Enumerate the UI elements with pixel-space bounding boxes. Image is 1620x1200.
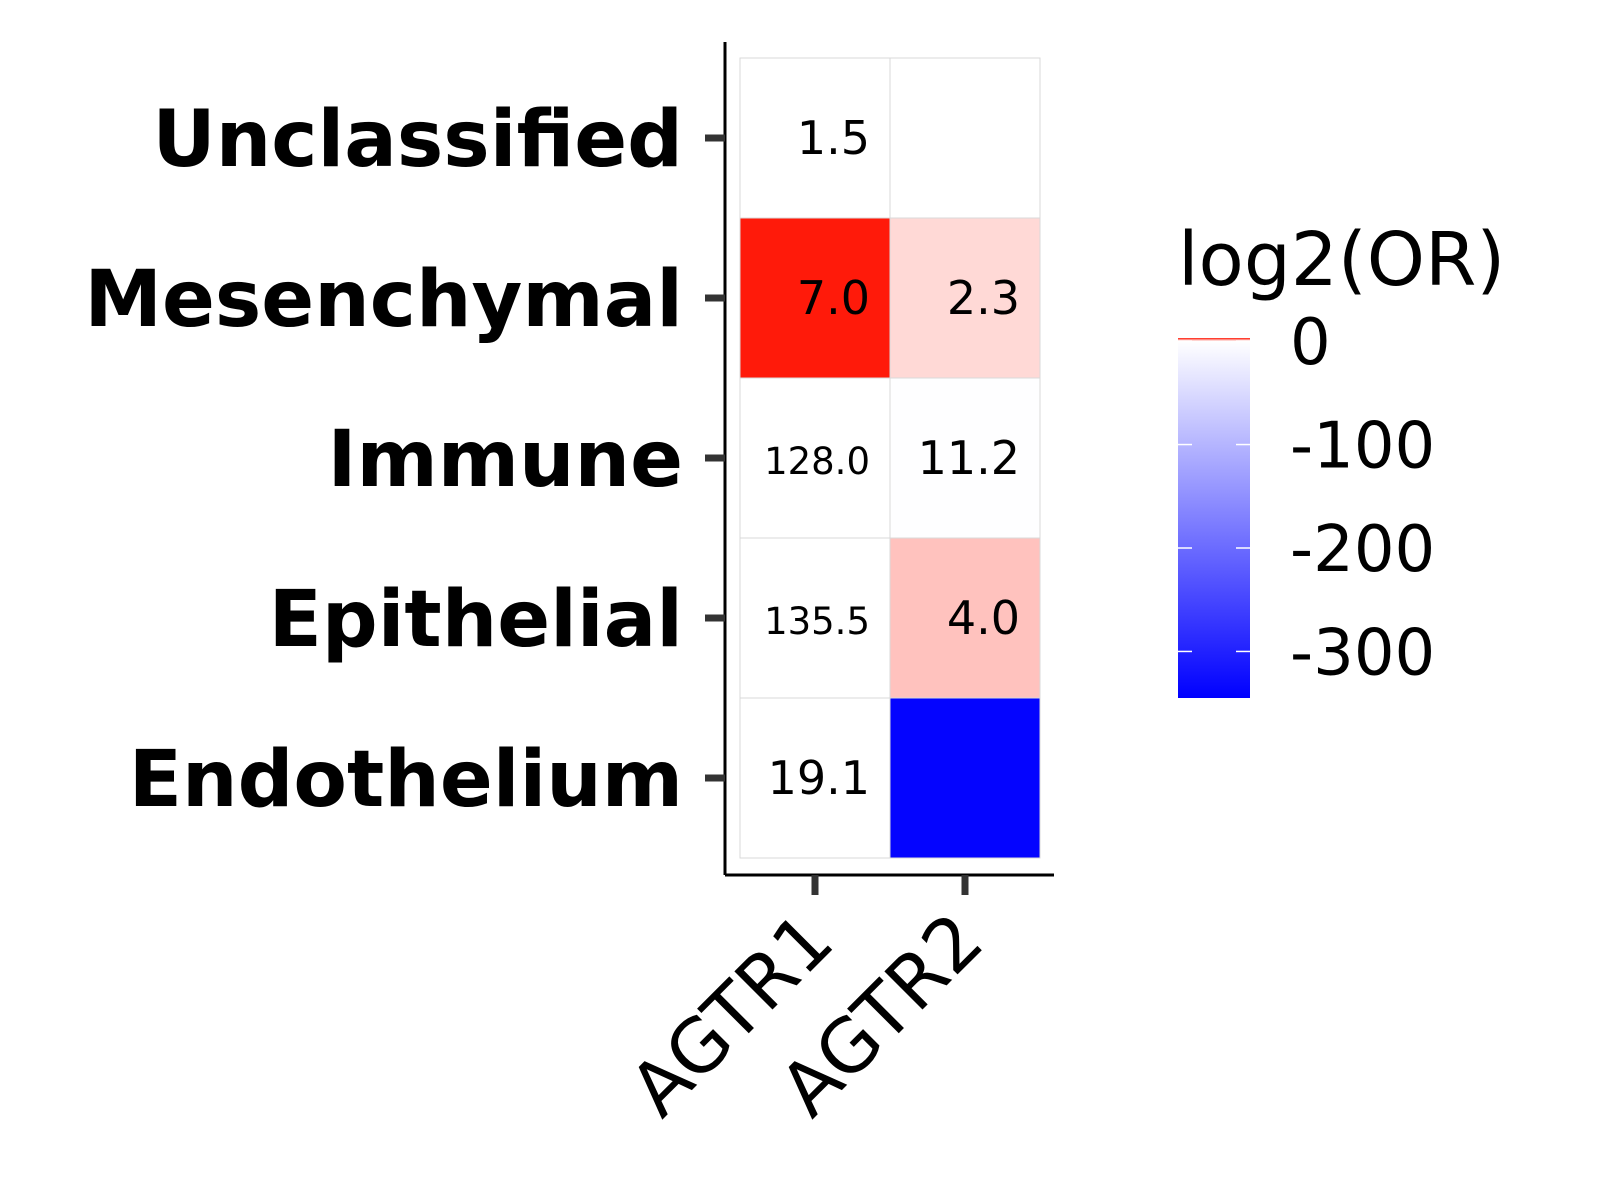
heatmap-cell — [739, 537, 891, 699]
heatmap-cell — [739, 217, 891, 379]
cell-label: 128.0 — [764, 440, 870, 483]
heatmap-cell — [889, 377, 1041, 539]
y-axis: Unclassified Mesenchymal Immune Epithelial E… — [84, 95, 725, 825]
legend-tick-label: -200 — [1290, 513, 1435, 587]
legend-title: log2(OR) — [1178, 217, 1505, 303]
heatmap-cell-labels: 1.5 7.0 2.3 128.0 11.2 135.5 4.0 19.1 — [764, 111, 1020, 805]
legend-tick-label: 0 — [1290, 306, 1331, 380]
heatmap-cell — [739, 57, 891, 219]
heatmap-cell — [889, 217, 1041, 379]
cell-label: 135.5 — [764, 600, 870, 643]
color-legend: log2(OR) 0 -100 -200 -300 — [1178, 217, 1505, 698]
cell-label: 19.1 — [768, 751, 870, 805]
legend-tick-label: -100 — [1290, 410, 1435, 484]
heatmap-cell — [739, 697, 891, 859]
cell-label: 4.0 — [947, 591, 1020, 645]
legend-tick-label: -300 — [1290, 616, 1435, 690]
heatmap-cell — [739, 377, 891, 539]
heatmap-cell — [889, 537, 1041, 699]
heatmap-cell — [889, 57, 1041, 219]
legend-colorbar — [1178, 338, 1250, 698]
y-tick-label: Immune — [327, 415, 683, 505]
cell-label: 11.2 — [918, 431, 1020, 485]
y-tick-label: Mesenchymal — [84, 255, 683, 345]
y-tick-label: Epithelial — [269, 575, 683, 665]
heatmap-cell — [889, 697, 1041, 859]
cell-label: 2.3 — [947, 271, 1020, 325]
y-tick-label: Endothelium — [129, 735, 683, 825]
heatmap-cells — [739, 57, 1041, 859]
cell-label: 1.5 — [797, 111, 870, 165]
y-tick-label: Unclassified — [152, 95, 683, 185]
cell-label: 7.0 — [797, 271, 870, 325]
legend-ticks: 0 -100 -200 -300 — [1178, 306, 1435, 690]
